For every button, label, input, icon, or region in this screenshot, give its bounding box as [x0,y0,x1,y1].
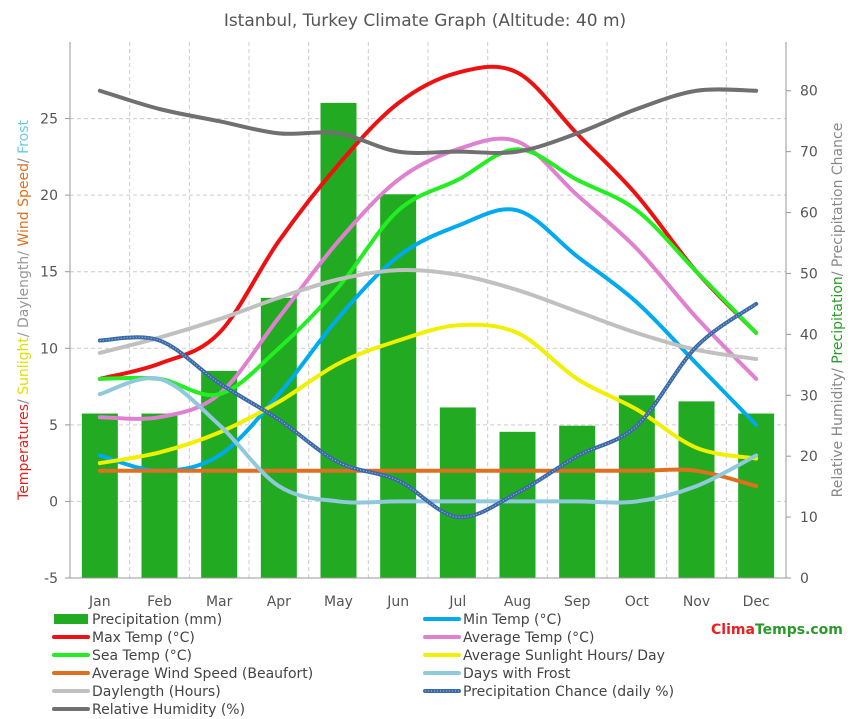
series-line-days-with-frost [97,376,759,505]
series-line-precipitation-chance-daily [97,301,759,520]
x-tick-label-jun: Jun [386,594,409,610]
right-tick-label: 10 [800,510,818,526]
precip-bar-jun [380,194,417,579]
legend-label: Days with Frost [463,666,571,682]
precip-bar-dec [738,413,775,578]
brand-part1: Clima [711,622,755,638]
left-tick-label: 0 [49,494,58,510]
axis-label-part: Relative Humidity [830,373,846,497]
axis-label-part: Frost [16,120,32,154]
axis-label-part: / Daylength/ [16,247,32,338]
legend-label: Sea Temp (°C) [92,648,192,664]
series-line-average-sunlight-hours-day [97,322,759,466]
axis-label-part: Temperatures [16,404,32,501]
right-tick-label: 50 [800,266,818,282]
x-tick-label-sep: Sep [564,594,591,610]
series-line-average-wind-speed-beaufort [97,467,759,489]
x-tick-label-may: May [324,594,353,610]
right-tick-label: 30 [800,388,818,404]
precip-bar-aug [499,431,536,578]
left-axis-ticks: -5 0 5 10 15 20 25 [40,112,70,587]
axes [69,42,787,579]
precip-bar-oct [618,395,655,578]
svg-text:ClimaTemps.com: ClimaTemps.com [711,622,843,638]
right-tick-label: 60 [800,206,818,222]
x-tick-label-nov: Nov [683,594,710,610]
legend-label: Precipitation (mm) [92,612,222,628]
right-tick-label: 20 [800,449,818,465]
legend-label: Relative Humidity (%) [92,702,245,718]
right-tick-label: 70 [800,145,818,161]
axis-label-part: Precipitation Chance [830,123,846,267]
x-tick-label-mar: Mar [206,594,233,610]
legend-label: Precipitation Chance (daily %) [463,684,674,700]
axis-label-part: / [16,154,32,163]
legend-label: Average Wind Speed (Beaufort) [92,666,313,682]
legend: Precipitation (mm) Min Temp (°C) Max Temp … [52,612,674,718]
precip-bar-jul [439,407,476,578]
brand-part2: Temps.com [755,622,843,638]
precip-bar-feb [141,413,178,578]
x-tick-label-jul: Jul [448,594,466,610]
axis-label-part: Wind Speed [16,163,32,247]
axis-label-part: Precipitation [830,276,846,364]
x-tick-label-dec: Dec [743,594,770,610]
legend-label: Average Sunlight Hours/ Day [463,648,665,664]
left-tick-label: 10 [40,341,58,357]
axis-label-part: Sunlight [16,337,32,395]
left-tick-label: 5 [49,418,58,434]
left-tick-label: 15 [40,265,58,281]
x-tick-label-feb: Feb [147,594,172,610]
series-line-daylength-hours [97,268,759,362]
x-tick-label-jan: Jan [88,594,111,610]
precip-bar-jan [81,413,118,578]
legend-label: Average Temp (°C) [463,630,594,646]
left-tick-label: 20 [40,188,58,204]
legend-swatch [54,614,88,624]
x-tick-label-aug: Aug [504,594,531,610]
series-line-min-temp-c [97,207,759,473]
precip-bar-may [320,102,357,578]
series-line-average-temp-c [97,136,759,421]
right-tick-label: 40 [800,327,818,343]
right-axis-label: Relative Humidity/ Precipitation/ Precip… [830,123,846,498]
x-tick-label-oct: Oct [625,594,650,610]
left-tick-label: 25 [40,112,58,128]
precip-bar-mar [201,370,238,578]
left-tick-label: -5 [44,571,58,587]
series-line-max-temp-c [97,64,759,381]
axis-label-part: / [830,267,846,276]
series-line-relative-humidity [97,87,759,155]
legend-label: Min Temp (°C) [463,612,562,628]
brand-logo: ClimaTemps.com [711,622,843,638]
legend-label: Daylength (Hours) [92,684,221,700]
series-lines [97,64,759,520]
right-tick-label: 80 [800,84,818,100]
x-axis-ticks: Jan Feb Mar Apr May Jun Jul Aug Sep Oct Nov Dec [88,594,770,610]
axis-label-part: / [16,395,32,404]
left-axis-label: Temperatures/ Sunlight/ Daylength/ Wind … [16,120,32,501]
precip-bar-apr [260,297,297,578]
x-tick-label-apr: Apr [267,594,291,610]
chart-title: Istanbul, Turkey Climate Graph (Altitude… [224,11,626,31]
right-axis-ticks: 0 10 20 30 40 50 60 70 80 [786,84,818,587]
axis-label-part: / [830,364,846,373]
right-tick-label: 0 [800,571,809,587]
series-line-sea-temp-c [97,147,759,398]
legend-label: Max Temp (°C) [92,630,195,646]
